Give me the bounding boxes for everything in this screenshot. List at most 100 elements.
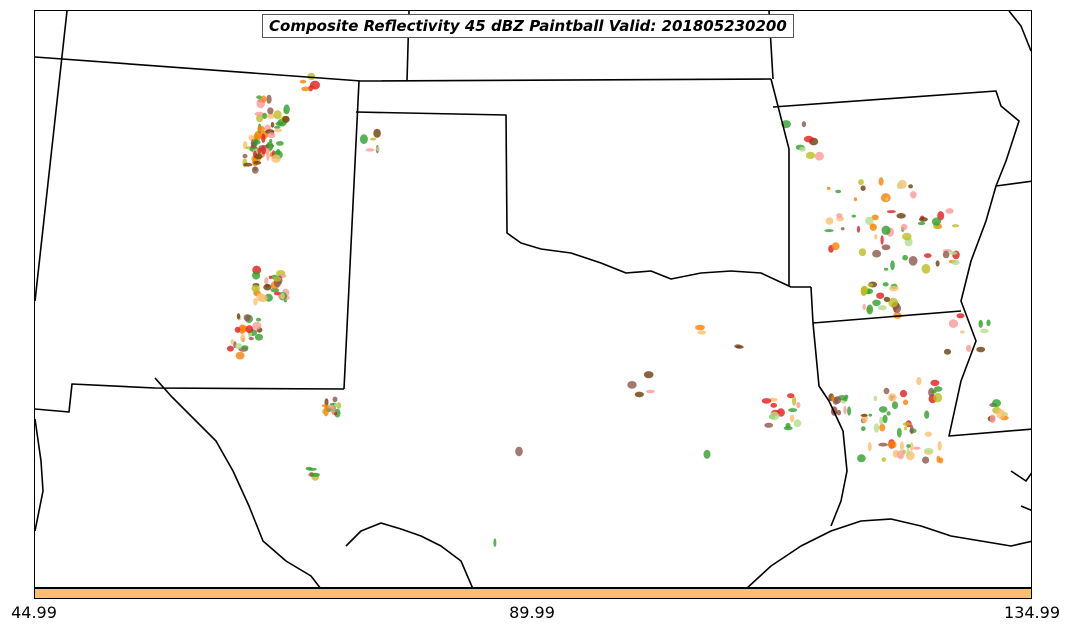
reflectivity-echo	[874, 234, 878, 240]
reflectivity-echo	[924, 410, 930, 419]
reflectivity-echo	[334, 408, 341, 418]
reflectivity-echo	[844, 394, 849, 399]
reflectivity-echo	[253, 138, 258, 147]
reflectivity-echo	[896, 213, 906, 219]
reflectivity-echo	[882, 282, 889, 287]
reflectivity-echo	[881, 225, 891, 235]
reflectivity-echo	[840, 227, 845, 231]
reflectivity-echo	[793, 419, 802, 428]
reflectivity-echo	[245, 325, 254, 334]
reflectivity-echo	[886, 210, 896, 214]
reflectivity-echo	[858, 248, 867, 257]
reflectivity-echo	[942, 250, 950, 259]
reflectivity-echo	[836, 409, 842, 416]
reflectivity-echo	[270, 121, 275, 128]
reflectivity-echo	[931, 217, 942, 226]
reflectivity-echo	[785, 422, 791, 429]
reflectivity-echo	[888, 440, 897, 449]
reflectivity-echo	[248, 134, 254, 141]
reflectivity-echo	[847, 406, 852, 416]
reflectivity-echo	[910, 191, 917, 199]
reflectivity-echo	[305, 466, 313, 471]
map-title: Composite Reflectivity 45 dBZ Paintball …	[262, 14, 794, 38]
reflectivity-echo	[879, 416, 884, 425]
reflectivity-echo	[261, 133, 266, 143]
reflectivity-echo	[248, 337, 254, 341]
reflectivity-echo	[924, 253, 932, 258]
reflectivity-echo	[226, 345, 234, 352]
reflectivity-echo	[764, 422, 774, 428]
reflectivity-echo	[924, 431, 932, 437]
reflectivity-echo	[873, 423, 880, 433]
reflectivity-echo	[260, 146, 267, 155]
reflectivity-echo	[903, 399, 909, 406]
reflectivity-echo	[886, 411, 891, 416]
reflectivity-echo	[256, 114, 264, 123]
reflectivity-echo	[883, 267, 889, 271]
reflectivity-echo	[860, 185, 866, 191]
reflectivity-echo	[250, 144, 257, 149]
reflectivity-echo	[264, 277, 269, 285]
reflectivity-echo	[761, 398, 772, 404]
reflectivity-echo	[917, 221, 926, 226]
reflectivity-echo	[888, 297, 898, 308]
reflectivity-echo	[251, 166, 259, 174]
reflectivity-echo	[275, 121, 285, 126]
reflectivity-echo	[805, 151, 816, 159]
reflectivity-echo	[918, 217, 928, 222]
reflectivity-echo	[943, 348, 952, 355]
reflectivity-echo	[871, 214, 879, 221]
reflectivity-echo	[283, 104, 290, 115]
reflectivity-echo	[860, 413, 868, 417]
reflectivity-echo	[799, 146, 806, 152]
reflectivity-echo	[976, 346, 986, 353]
reflectivity-echo	[921, 263, 931, 274]
panhandle-north-line	[35, 56, 772, 82]
texas-louisiana	[810, 286, 848, 527]
reflectivity-echo	[833, 396, 842, 404]
reflectivity-echo	[643, 371, 654, 379]
reflectivity-echo	[936, 455, 941, 463]
reflectivity-echo	[933, 392, 943, 403]
radar-echo-layer	[226, 72, 1009, 548]
reflectivity-echo	[240, 325, 248, 333]
reflectivity-echo	[256, 292, 264, 302]
reflectivity-echo	[257, 148, 262, 154]
reflectivity-echo	[899, 389, 908, 398]
reflectivity-echo	[267, 132, 276, 139]
reflectivity-echo	[959, 330, 965, 334]
reflectivity-echo	[992, 399, 1001, 408]
reflectivity-echo	[891, 401, 899, 410]
state-boundaries	[35, 11, 1031, 587]
reflectivity-echo	[269, 139, 273, 143]
reflectivity-echo	[274, 125, 281, 129]
reflectivity-echo	[493, 538, 497, 548]
reflectivity-echo	[858, 179, 864, 186]
reflectivity-echo	[826, 186, 831, 190]
reflectivity-echo	[908, 255, 918, 266]
reflectivity-echo	[255, 333, 263, 341]
reflectivity-echo	[868, 413, 873, 417]
reflectivity-echo	[880, 193, 891, 203]
reflectivity-echo	[271, 154, 281, 163]
reflectivity-echo	[769, 397, 778, 402]
reflectivity-echo	[865, 216, 874, 225]
reflectivity-echo	[321, 404, 329, 408]
reflectivity-echo	[697, 330, 706, 335]
reflectivity-echo	[856, 225, 861, 233]
reflectivity-echo	[966, 344, 972, 352]
reflectivity-echo	[261, 95, 267, 103]
reflectivity-echo	[824, 229, 834, 233]
reflectivity-echo	[254, 111, 265, 117]
reflectivity-echo	[888, 393, 897, 402]
reflectivity-echo	[235, 351, 245, 360]
arkansas-border	[772, 90, 1031, 437]
reflectivity-echo	[904, 426, 908, 431]
reflectivity-echo	[935, 260, 940, 267]
reflectivity-echo	[831, 242, 840, 251]
reflectivity-echo	[282, 115, 290, 123]
reflectivity-echo	[851, 214, 856, 218]
reflectivity-echo	[882, 414, 888, 424]
reflectivity-echo	[948, 319, 959, 328]
reflectivity-echo	[890, 260, 895, 271]
